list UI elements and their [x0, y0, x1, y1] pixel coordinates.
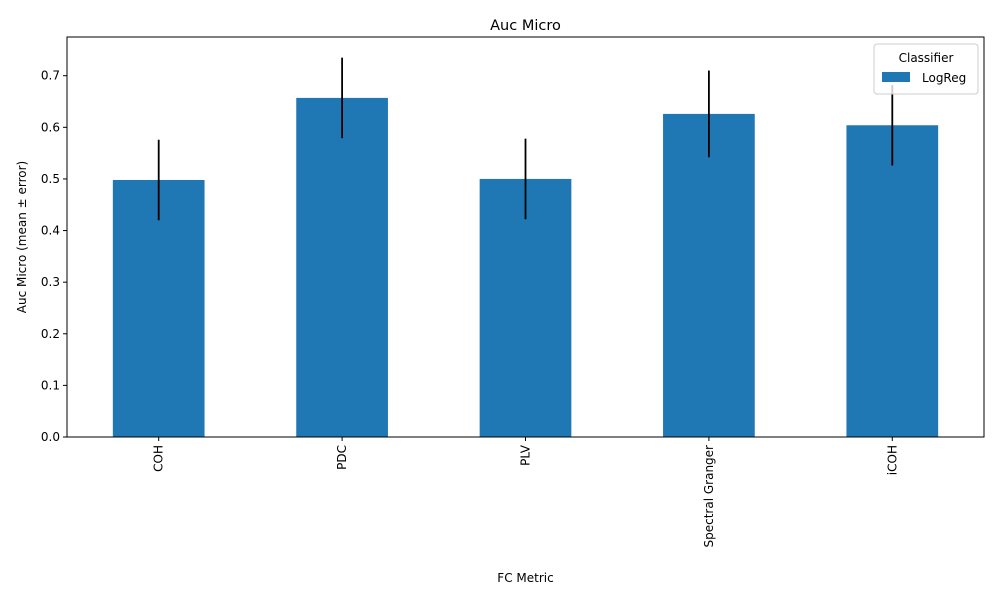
- legend-swatch-logreg: [882, 72, 910, 82]
- legend: Classifier LogReg: [873, 43, 979, 95]
- x-tick-label-plv: PLV: [519, 444, 533, 466]
- bar-pdc: [296, 97, 388, 437]
- bar-plv: [479, 178, 572, 437]
- x-tick-label-icoh: iCOH: [885, 445, 899, 475]
- y-tick-label-3: 0.3: [41, 275, 60, 289]
- y-ticks: 0.0 0.1 0.2 0.3 0.4 0.5 0.6 0.7: [41, 69, 67, 444]
- error-bars-layer: [157, 57, 894, 221]
- y-tick-label-2: 0.2: [41, 327, 60, 341]
- x-tick-label-spectral-granger: Spectral Granger: [702, 445, 716, 548]
- bars-layer: [112, 97, 939, 438]
- x-tick-label-pdc: PDC: [335, 445, 349, 470]
- y-tick-label-1: 0.1: [41, 378, 60, 392]
- bar-spectral-granger: [663, 113, 755, 437]
- y-axis-label: Auc Micro (mean ± error): [15, 161, 29, 313]
- legend-title: Classifier: [899, 51, 954, 65]
- bar-icoh: [846, 125, 939, 438]
- y-tick-label-6: 0.6: [41, 120, 60, 134]
- legend-label-logreg: LogReg: [922, 71, 966, 85]
- y-tick-label-4: 0.4: [41, 224, 60, 238]
- y-tick-label-0: 0.0: [41, 430, 60, 444]
- x-tick-label-coh: COH: [152, 445, 166, 472]
- x-axis-label: FC Metric: [497, 571, 553, 585]
- chart-title: Auc Micro: [490, 18, 561, 34]
- bar-coh: [112, 179, 205, 437]
- y-tick-label-5: 0.5: [41, 172, 60, 186]
- y-tick-label-7: 0.7: [41, 69, 60, 83]
- x-ticks: COH PDC PLV Spectral Granger iCOH: [152, 437, 899, 548]
